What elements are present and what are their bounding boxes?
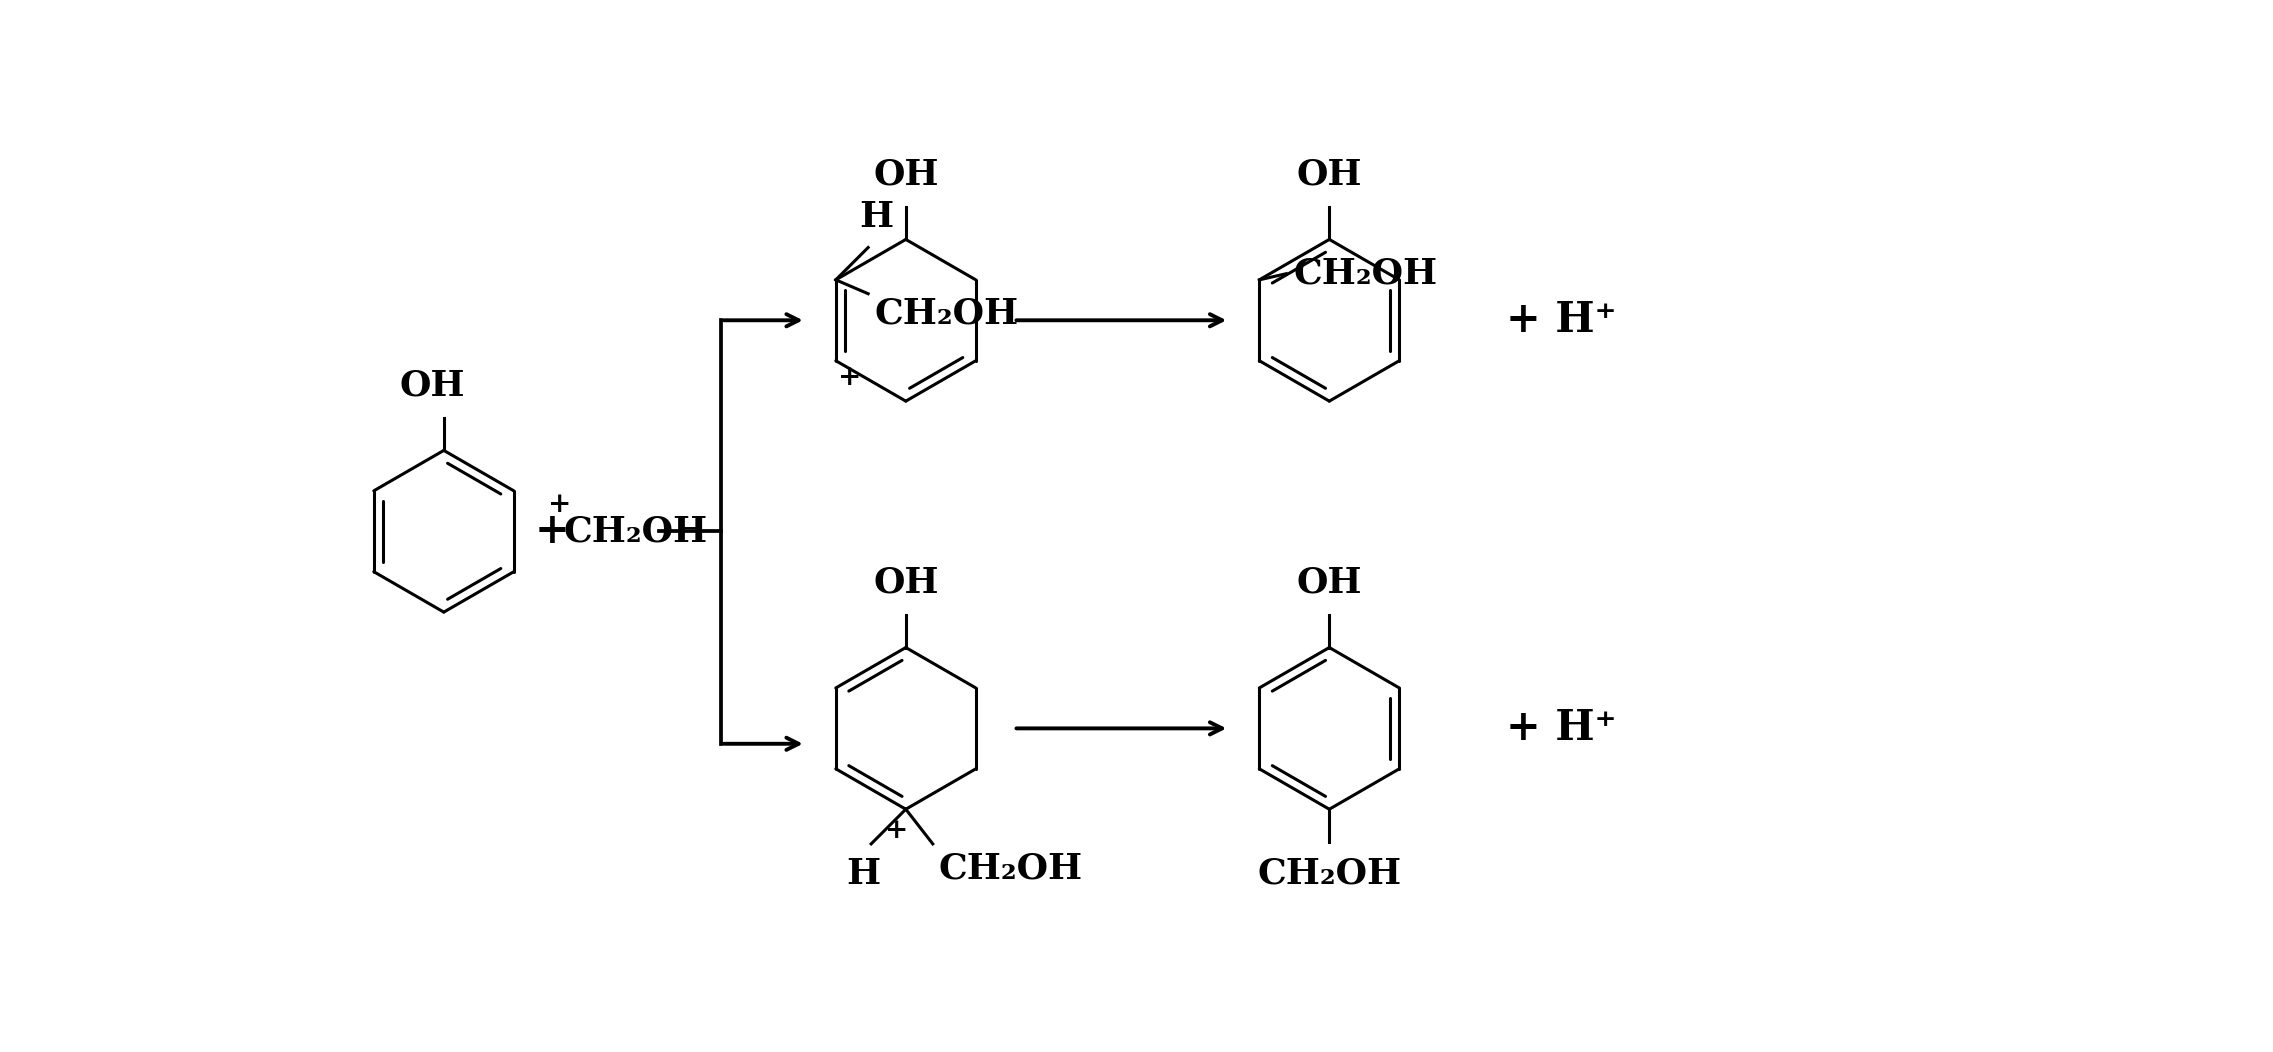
- Text: +: +: [548, 491, 571, 518]
- Text: OH: OH: [1296, 158, 1362, 191]
- Text: +: +: [884, 817, 909, 845]
- Text: CH₂OH: CH₂OH: [875, 297, 1018, 330]
- Text: + H⁺: + H⁺: [1507, 299, 1616, 341]
- Text: +: +: [839, 364, 861, 391]
- Text: CH₂OH: CH₂OH: [1293, 257, 1439, 290]
- Text: H: H: [846, 857, 880, 891]
- Text: OH: OH: [400, 368, 466, 403]
- Text: +: +: [534, 510, 568, 552]
- Text: H: H: [859, 200, 893, 234]
- Text: OH: OH: [873, 566, 939, 600]
- Text: CH₂OH: CH₂OH: [564, 514, 707, 548]
- Text: CH₂OH: CH₂OH: [939, 851, 1082, 886]
- Text: + H⁺: + H⁺: [1507, 707, 1616, 749]
- Text: OH: OH: [873, 158, 939, 191]
- Text: OH: OH: [1296, 566, 1362, 600]
- Text: CH₂OH: CH₂OH: [1257, 857, 1402, 891]
